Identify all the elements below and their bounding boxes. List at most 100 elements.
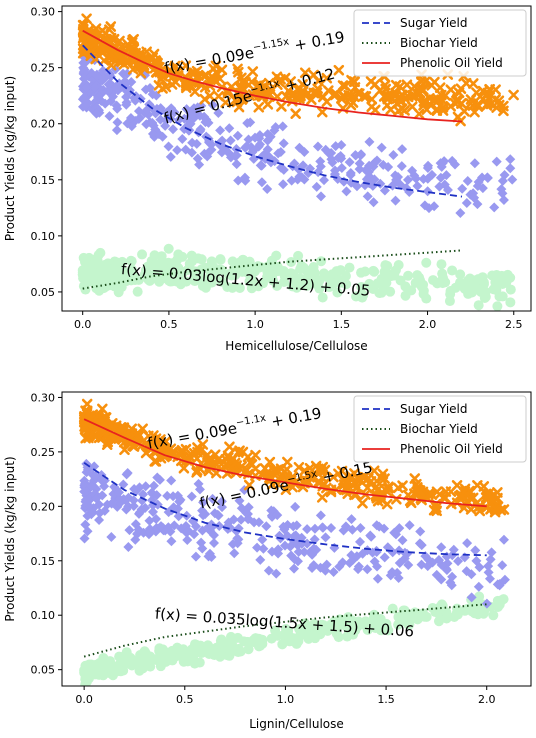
circle-marker-point [78, 252, 89, 263]
fit-equation-label: f(x) = 0.09e−1.1x + 0.19 [146, 403, 323, 452]
x-marker-point [113, 50, 124, 62]
diamond-marker-point [341, 186, 352, 197]
x-marker-point [81, 13, 92, 25]
x-marker-point [379, 483, 391, 495]
x-marker-point [465, 98, 476, 109]
circle-marker-point [412, 270, 423, 281]
legend: Sugar Yield Biochar Yield Phenolic Oil Yie… [353, 9, 527, 77]
legend-box [353, 9, 527, 77]
diamond-marker-point [258, 543, 269, 554]
diamond-marker-point [289, 554, 300, 565]
legend: Sugar Yield Biochar Yield Phenolic Oil Yie… [353, 395, 527, 463]
diamond-marker-point [439, 156, 450, 167]
diamond-marker-point [431, 569, 442, 580]
diamond-marker-point [103, 79, 114, 90]
diamond-marker-point [402, 174, 413, 185]
axes-frame [61, 5, 532, 312]
diamond-marker-point [209, 537, 220, 548]
diamond-marker-point [253, 517, 264, 528]
circle-marker-point [272, 630, 283, 641]
x-tick-label: 0.0 [74, 318, 92, 331]
x-marker-point [244, 479, 255, 491]
circle-marker-point [202, 641, 213, 652]
diamond-marker-point [288, 521, 299, 532]
diamond-marker-point [118, 479, 129, 490]
x-marker-point [419, 98, 431, 109]
diamond-marker-point [393, 573, 404, 584]
x-marker-point [480, 492, 492, 503]
diamond-marker-point [355, 522, 366, 533]
circle-marker-point [452, 603, 463, 614]
circle-marker-point [369, 266, 380, 277]
y-axis-label: Product Yields (kg/kg input) [3, 76, 17, 241]
x-marker-point [234, 445, 245, 456]
x-marker-point [333, 64, 345, 76]
diamond-marker-point [193, 478, 204, 489]
circle-marker-point [137, 249, 148, 260]
diamond-marker-point [262, 135, 273, 146]
x-marker-point [498, 105, 509, 117]
diamond-marker-point [397, 535, 408, 546]
diamond-marker-point [79, 533, 90, 544]
x-marker-point [396, 95, 408, 107]
diamond-marker-point [472, 181, 483, 192]
x-marker-point [314, 477, 325, 489]
diamond-marker-point [213, 107, 224, 118]
x-marker-point [401, 79, 413, 91]
x-marker-point [220, 97, 231, 108]
diamond-marker-point [364, 136, 375, 147]
diamond-marker-point [255, 554, 266, 565]
x-marker-point [290, 108, 301, 119]
circle-marker-point [400, 281, 411, 292]
x-marker-point [199, 93, 211, 105]
x-tick-label: 0.5 [176, 693, 194, 706]
equation-exponent: −1.15x [252, 36, 290, 53]
circle-marker-point [455, 269, 466, 280]
diamond-marker-point [262, 129, 273, 140]
diamond-marker-point [97, 475, 108, 486]
diamond-marker-point [140, 481, 151, 492]
diamond-marker-point [183, 525, 194, 536]
x-marker-point [262, 99, 274, 110]
diamond-marker-point [147, 506, 158, 517]
diamond-marker-point [197, 505, 208, 516]
diamond-marker-point [156, 105, 167, 116]
diamond-marker-point [215, 125, 226, 136]
diamond-marker-point [278, 179, 289, 190]
circle-marker-point [332, 287, 343, 298]
y-tick-label: 0.05 [31, 664, 56, 677]
diamond-marker-point [466, 569, 477, 580]
x-tick-label: 2.5 [505, 318, 523, 331]
diamond-marker-point [263, 565, 274, 576]
x-marker-point [381, 498, 393, 510]
diamond-marker-point [120, 495, 131, 506]
diamond-marker-point [311, 544, 322, 555]
diamond-marker-point [147, 117, 158, 128]
circle-marker-point [126, 660, 137, 671]
diamond-marker-point [133, 113, 144, 124]
diamond-marker-point [482, 173, 493, 184]
circle-marker-point [358, 290, 369, 301]
x-marker-point [482, 98, 493, 109]
diamond-marker-point [81, 467, 92, 478]
diamond-marker-point [418, 174, 429, 185]
diamond-marker-point [111, 100, 122, 111]
x-marker-point [295, 89, 306, 101]
x-marker-point [132, 431, 144, 443]
plot-area [77, 13, 519, 311]
x-marker-point [153, 80, 165, 91]
y-tick-label: 0.15 [31, 555, 56, 568]
diamond-marker-point [357, 548, 368, 559]
diamond-marker-point [399, 553, 410, 564]
diamond-marker-point [191, 138, 202, 149]
diamond-marker-point [491, 156, 502, 167]
diamond-marker-point [279, 540, 290, 551]
x-marker-point [122, 54, 133, 66]
x-tick-label: 1.5 [377, 693, 395, 706]
x-marker-point [176, 445, 188, 456]
circle-marker-point [356, 267, 367, 278]
diamond-marker-point [236, 514, 247, 525]
x-marker-point [347, 97, 359, 108]
x-marker-point [105, 48, 117, 59]
diamond-marker-point [79, 64, 90, 75]
